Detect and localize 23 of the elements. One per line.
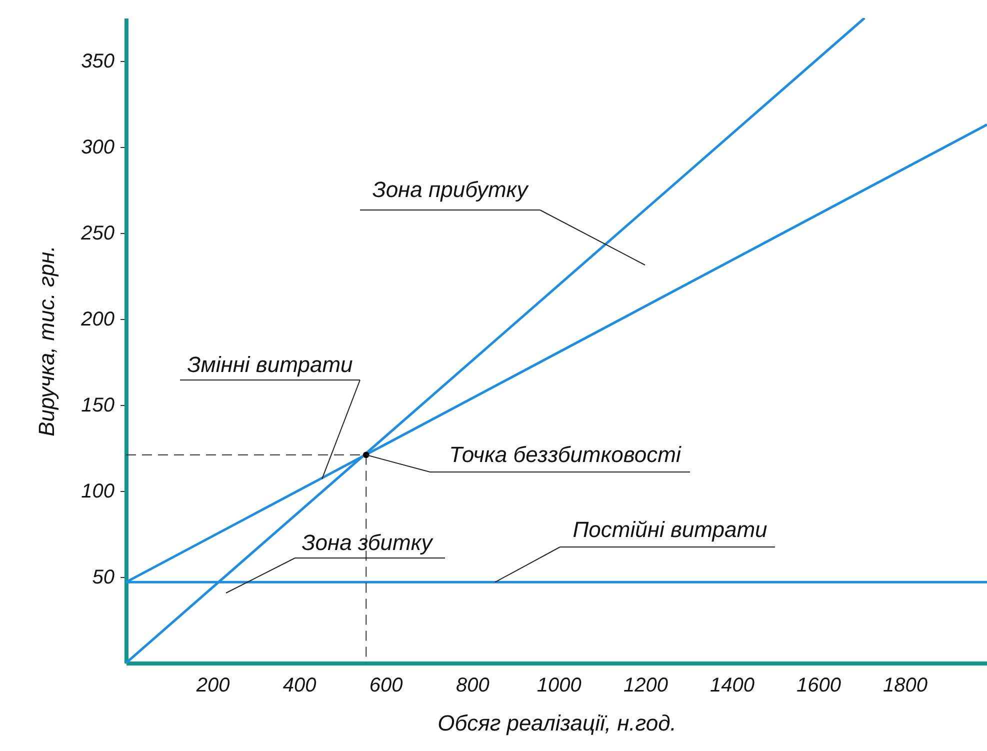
annotation: Точка беззбитковості — [449, 442, 682, 467]
x-tick-label: 1600 — [796, 674, 842, 696]
y-axis-title: Виручка, тис. грн. — [34, 246, 60, 436]
x-tick-label: 1400 — [710, 674, 754, 696]
annotation: Змінні витрати — [187, 352, 353, 377]
x-tick-label: 800 — [456, 674, 490, 696]
x-tick-label: 600 — [369, 674, 403, 696]
x-tick-label: 1000 — [536, 674, 582, 696]
annotation: Зона прибутку — [372, 177, 530, 202]
x-tick-label: 400 — [282, 674, 316, 696]
y-tick-label: 50 — [92, 566, 114, 588]
x-tick-label: 200 — [195, 674, 230, 696]
annotation: Постійні витрати — [572, 517, 768, 542]
y-tick-label: 300 — [81, 136, 114, 158]
y-tick-label: 350 — [81, 50, 114, 72]
x-tick-label: 1200 — [623, 674, 668, 696]
y-tick-label: 150 — [81, 394, 114, 416]
x-axis-title: Обсяг реалізації, н.год. — [438, 710, 676, 736]
x-tick-label: 1800 — [883, 674, 928, 696]
y-tick-label: 200 — [80, 308, 114, 330]
y-tick-label: 250 — [80, 222, 114, 244]
y-tick-label: 100 — [81, 480, 114, 502]
annotation: Зона збитку — [302, 530, 434, 555]
